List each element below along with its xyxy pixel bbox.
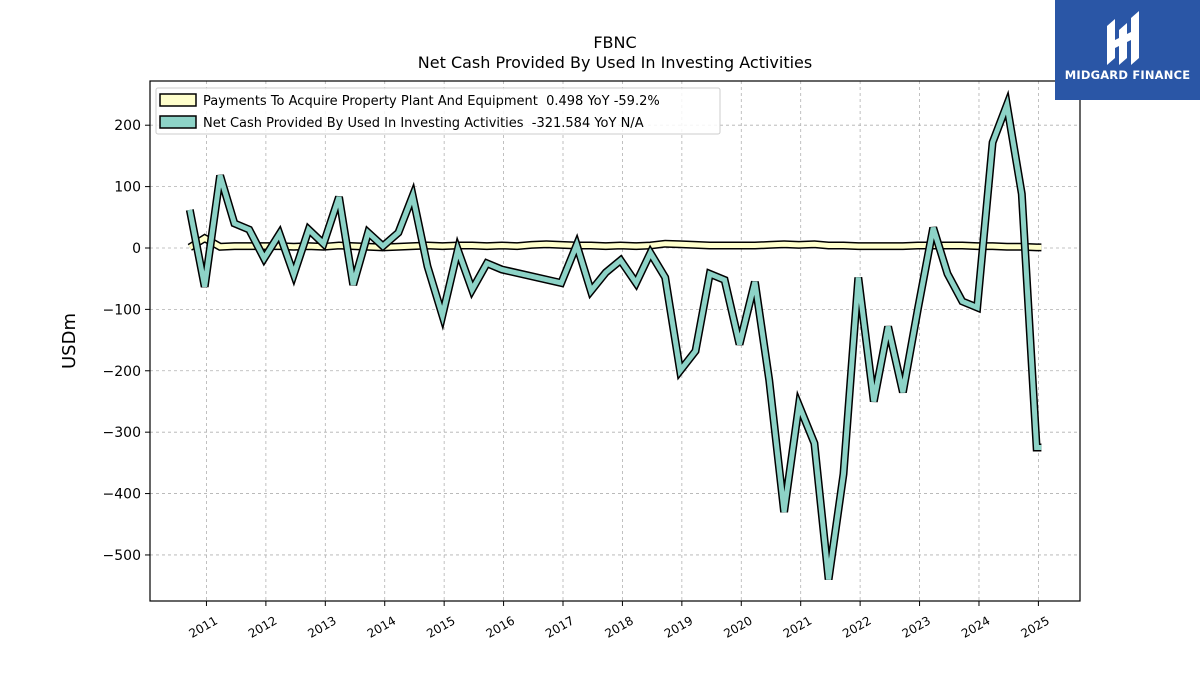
plot-area-frame [149,80,1081,602]
legend-label-net-cash: Net Cash Provided By Used In Investing A… [203,116,644,131]
y-tick-label: 200 [114,118,141,134]
y-tick-label: −500 [103,548,141,564]
series-line-net-cash [187,95,1042,580]
chart-title: FBNC [593,33,636,52]
x-tick-label: 2016 [484,613,517,640]
grid [150,81,1080,601]
y-axis-label: USDm [59,313,80,369]
y-tick-label: −400 [103,487,141,503]
legend-box [155,87,721,135]
axes: −500 −400 −300 −200 −100 0 100 200 2011 2012 2013 2… [103,118,1052,641]
series-line-payments [188,235,1042,250]
y-tick-label: −300 [103,425,141,441]
legend-label-payments: Payments To Acquire Property Plant And E… [203,94,660,109]
y-tick-label: −200 [103,364,141,380]
y-tick-label: −100 [103,302,141,318]
x-tick-label: 2022 [840,613,873,640]
x-tick-label: 2017 [543,613,576,640]
x-tick-label: 2020 [721,613,754,640]
x-tick-label: 2015 [424,613,457,640]
legend-swatch-payments [159,93,197,107]
legend-swatch-net-cash [159,115,197,129]
x-tick-label: 2011 [186,613,219,640]
x-tick-label: 2024 [959,613,992,640]
x-tick-label: 2025 [1018,613,1051,640]
legend: Payments To Acquire Property Plant And E… [155,87,721,135]
x-tick-label: 2023 [900,613,933,640]
x-tick-label: 2014 [365,613,398,640]
x-tick-label: 2013 [305,613,338,640]
chart-subtitle: Net Cash Provided By Used In Investing A… [418,53,812,72]
x-tick-label: 2018 [602,613,635,640]
midgard-logo-icon [1107,11,1139,65]
x-tick-label: 2012 [246,613,279,640]
y-tick-label: 0 [132,241,141,257]
x-tick-label: 2019 [662,613,695,640]
x-tick-label: 2021 [781,613,814,640]
series-lines [185,89,1042,581]
brand-name: MIDGARD FINANCE [1064,68,1191,82]
y-tick-label: 100 [114,180,141,196]
brand-logo: MIDGARD FINANCE [1055,0,1200,100]
